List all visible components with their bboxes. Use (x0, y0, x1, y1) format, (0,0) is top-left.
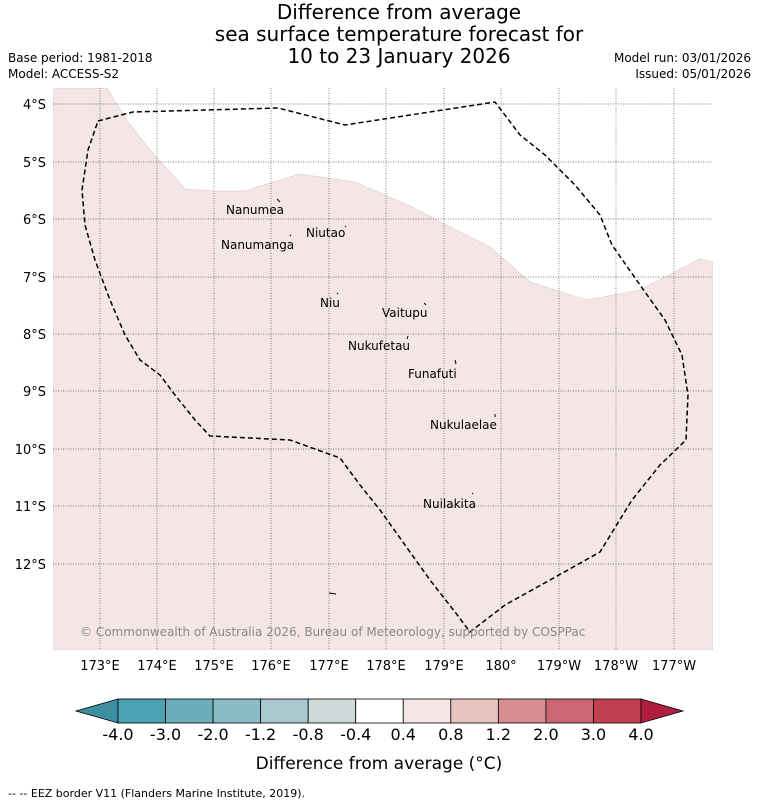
eez-legend: -- -- EEZ border V11 (Flanders Marine In… (8, 787, 305, 800)
map-area (53, 88, 713, 650)
lat-label: 5°S (23, 156, 46, 171)
lat-label: 6°S (23, 213, 46, 228)
lat-label: 10°S (15, 443, 46, 458)
label-niu: Niu (320, 296, 340, 310)
label-nukulaelae: Nukulaelae (430, 418, 497, 432)
label-nanumea: Nanumea (226, 203, 284, 217)
lon-label: 177°E (309, 659, 349, 674)
lon-label: 178°W (594, 659, 638, 674)
base-period: Base period: 1981-2018 (8, 51, 153, 65)
colorbar-segment (497, 698, 547, 724)
colorbar-segment (402, 698, 452, 724)
model-run: Model run: 03/01/2026 (613, 51, 751, 65)
colorbar-arrow-high (640, 698, 685, 724)
colorbar-segment (212, 698, 262, 724)
lon-label: 177°W (652, 659, 696, 674)
issued-date: Issued: 05/01/2026 (635, 67, 751, 81)
colorbar-segment (355, 698, 404, 724)
colorbar-tick-label: -2.0 (197, 725, 228, 744)
label-nuilakita: Nuilakita (423, 497, 476, 511)
island-niutao (344, 225, 347, 228)
colorbar-tick-label: 4.0 (628, 725, 653, 744)
colorbar-segment (545, 698, 594, 724)
island-vaitupu (423, 302, 427, 306)
colorbar-tick-label: 0.8 (438, 725, 463, 744)
lon-label: 176°E (251, 659, 291, 674)
lat-label: 9°S (23, 385, 46, 400)
colorbar-segment (165, 698, 214, 724)
lat-labels: 4°S 5°S 6°S 7°S 8°S 9°S 10°S 11°S 12°S (15, 98, 46, 573)
island-nanumea (276, 198, 281, 203)
colorbar-segment (593, 698, 642, 724)
colorbar-label: Difference from average (°C) (256, 754, 503, 774)
colorbar-tick-label: -0.4 (340, 725, 371, 744)
colorbar-segment (307, 698, 357, 724)
lon-labels: 173°E 174°E 175°E 176°E 177°E 178°E 179°… (80, 659, 696, 674)
colorbar-tick-label: 1.2 (486, 725, 511, 744)
lat-label: 4°S (23, 98, 46, 113)
eez-border (81, 101, 689, 634)
gridlines (53, 88, 713, 650)
lon-label: 173°E (80, 659, 120, 674)
colorbar-tick-label: 3.0 (581, 725, 606, 744)
model-name: Model: ACCESS-S2 (8, 67, 120, 81)
lat-label: 12°S (15, 558, 46, 573)
island-reef (328, 592, 337, 595)
lon-label: 174°E (137, 659, 177, 674)
island-markers (276, 198, 496, 595)
lon-label: 175°E (194, 659, 234, 674)
copyright-notice: © Commonwealth of Australia 2026, Bureau… (80, 625, 585, 639)
label-niutao: Niutao (306, 226, 345, 240)
island-nuilakita (471, 492, 474, 495)
colorbar-tick-label: -1.2 (245, 725, 276, 744)
lon-label: 180° (485, 659, 516, 674)
colorbar-ticks: -4.0 -3.0 -2.0 -1.2 -0.8 -0.4 0.4 0.8 1.2 2.0 3.0 4… (102, 725, 653, 744)
title-line-2: sea surface temperature forecast for (214, 22, 584, 46)
lat-label: 7°S (23, 271, 46, 286)
colorbar-tick-label: 2.0 (533, 725, 558, 744)
island-niu (336, 292, 339, 295)
label-funafuti: Funafuti (408, 367, 457, 381)
lat-label: 11°S (15, 500, 46, 515)
island-nukufetau (406, 335, 409, 340)
colorbar-segment (260, 698, 309, 724)
label-vaitupu: Vaitupu (382, 306, 428, 320)
colorbar-tick-label: -0.8 (293, 725, 324, 744)
lon-label: 178°E (366, 659, 406, 674)
island-nanumanga (289, 234, 292, 237)
colorbar-segment (450, 698, 499, 724)
colorbar-tick-label: 0.4 (391, 725, 416, 744)
island-labels: Nanumea Niutao Nanumanga Niu Vaitupu Nuk… (221, 203, 497, 511)
colorbar (74, 698, 685, 724)
island-funafuti (454, 359, 457, 365)
colorbar-tick-label: -3.0 (150, 725, 181, 744)
lon-label: 179°E (424, 659, 464, 674)
colorbar-segment (117, 698, 166, 724)
lon-label: 179°W (537, 659, 581, 674)
title-line-3: 10 to 23 January 2026 (287, 44, 511, 68)
label-nanumanga: Nanumanga (221, 238, 294, 252)
lat-label: 8°S (23, 328, 46, 343)
label-nukufetau: Nukufetau (348, 339, 410, 353)
title-line-1: Difference from average (276, 0, 522, 24)
colorbar-arrow-low (74, 698, 119, 724)
colorbar-tick-label: -4.0 (102, 725, 133, 744)
warm-anomaly-region (53, 88, 713, 650)
